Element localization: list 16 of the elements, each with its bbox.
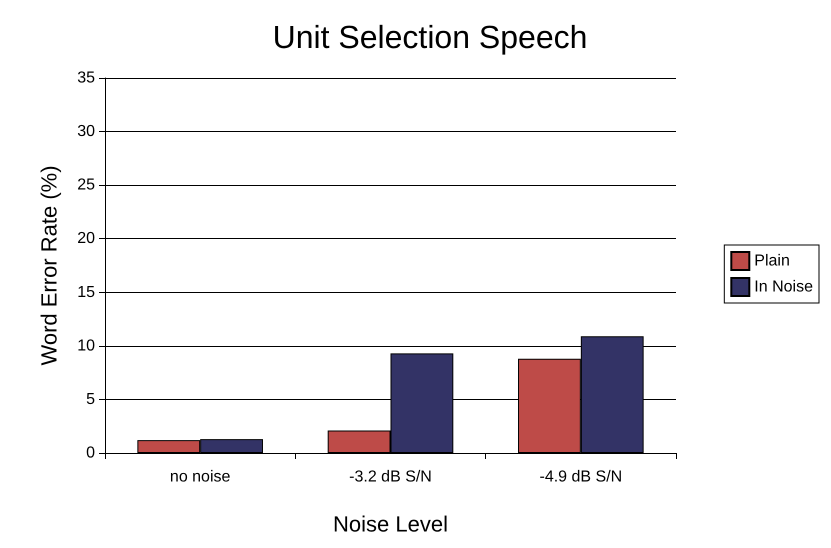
y-tick-label: 25 [77,176,96,194]
y-tick-label: 15 [77,284,96,301]
x-tick-label: -4.9 dB S/N [539,468,622,486]
x-tick-label: no noise [170,468,231,486]
y-tick-label: 0 [86,444,96,462]
legend-label: Plain [754,252,790,270]
y-tick-label: 5 [86,390,96,408]
y-tick-label: 30 [77,123,96,140]
x-tick-label: -3.2 dB S/N [349,468,432,486]
y-tick-label: 10 [77,337,96,354]
legend-label: In Noise [754,278,814,296]
chart-title: Unit Selection Speech [272,19,588,55]
y-tick-label: 20 [77,230,96,248]
y-axis-title: Word Error Rate (%) [36,165,62,366]
y-tick-label: 35 [77,70,96,86]
x-axis-title: Noise Level [333,512,448,536]
